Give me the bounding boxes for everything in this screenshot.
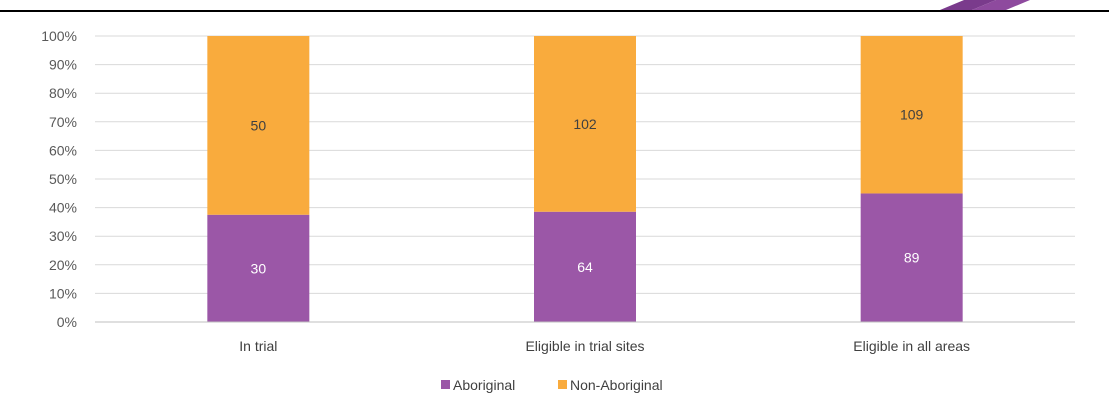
y-tick-label: 100% bbox=[41, 28, 77, 44]
x-category-label: Eligible in trial sites bbox=[525, 338, 644, 354]
data-labels: 30 50 64 102 89 109 bbox=[251, 107, 924, 277]
bar-segment bbox=[860, 193, 963, 322]
bar-segment bbox=[207, 214, 310, 322]
y-tick-label: 60% bbox=[49, 142, 77, 158]
bar-segment bbox=[860, 36, 963, 194]
y-tick-label: 80% bbox=[49, 85, 77, 101]
y-tick-label: 70% bbox=[49, 114, 77, 130]
bar-segment bbox=[534, 36, 636, 212]
y-tick-label: 30% bbox=[49, 228, 77, 244]
bar-series bbox=[207, 36, 963, 322]
y-tick-label: 0% bbox=[57, 314, 77, 330]
x-axis-category-labels: In trial Eligible in trial sites Eligible … bbox=[239, 338, 970, 354]
legend-swatch bbox=[441, 380, 450, 389]
data-label: 64 bbox=[577, 259, 593, 275]
y-tick-label: 50% bbox=[49, 171, 77, 187]
legend-label: Aboriginal bbox=[453, 377, 515, 393]
bar-segment bbox=[207, 36, 310, 215]
x-category-label: Eligible in all areas bbox=[853, 338, 970, 354]
purple-chevron-logo-icon bbox=[940, 0, 1030, 10]
y-tick-label: 20% bbox=[49, 257, 77, 273]
legend-swatch bbox=[558, 380, 567, 389]
data-label: 30 bbox=[251, 260, 267, 276]
data-label: 89 bbox=[904, 250, 920, 266]
bar-segment bbox=[534, 211, 636, 322]
y-axis-tick-labels: 0% 10% 20% 30% 40% 50% 60% 70% 80% 90% 100% bbox=[41, 28, 77, 330]
y-tick-label: 40% bbox=[49, 200, 77, 216]
y-tick-label: 90% bbox=[49, 57, 77, 73]
data-label: 50 bbox=[251, 117, 267, 133]
y-tick-label: 10% bbox=[49, 285, 77, 301]
data-label: 102 bbox=[573, 116, 597, 132]
x-category-label: In trial bbox=[239, 338, 277, 354]
legend-label: Non-Aboriginal bbox=[570, 377, 663, 393]
data-label: 109 bbox=[900, 107, 924, 123]
legend: Aboriginal Non-Aboriginal bbox=[441, 377, 663, 393]
